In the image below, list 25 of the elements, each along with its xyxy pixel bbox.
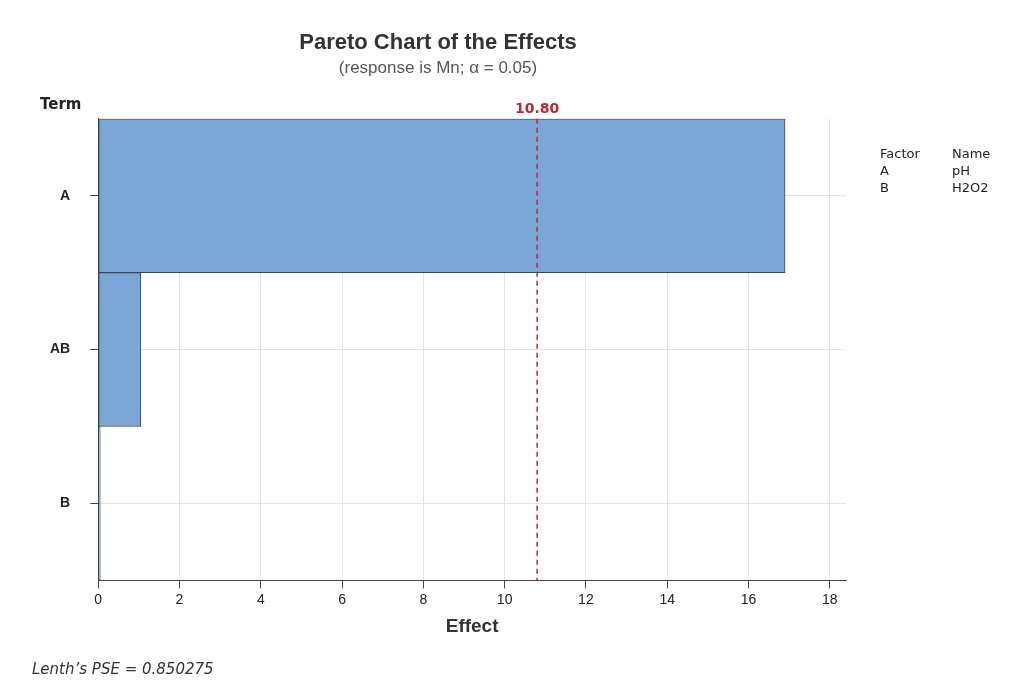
- x-tick-label: 6: [338, 590, 347, 607]
- x-tick-label: 4: [256, 590, 265, 607]
- y-tick-label: AB: [49, 340, 71, 357]
- text: A: [880, 162, 890, 179]
- x-tick-label: 2: [175, 590, 184, 607]
- y-axis-title: Term: [40, 95, 82, 114]
- x-axis-title: Effect: [445, 614, 500, 636]
- text: pH: [952, 162, 972, 179]
- text: Name: [952, 145, 992, 162]
- chart-title: Pareto Chart of the Effects: [299, 29, 577, 55]
- x-tick-label: 16: [740, 590, 757, 607]
- x-tick-label: 0: [94, 590, 103, 607]
- x-tick-label: 12: [578, 590, 594, 607]
- x-tick-label: 10: [496, 590, 513, 607]
- x-tick-label: 8: [419, 590, 428, 607]
- chart-subtitle: (response is Mn; α = 0.05): [338, 58, 538, 78]
- y-tick-label: A: [60, 186, 71, 203]
- x-tick-label: 14: [659, 590, 676, 607]
- text: Lenth’s PSE = 0.850275: [32, 660, 214, 678]
- text: Factor: [880, 145, 921, 162]
- ref-line-label: 10.80: [514, 100, 560, 117]
- x-tick-label: 18: [821, 590, 838, 607]
- text: B: [880, 179, 890, 196]
- text: H2O2: [952, 179, 990, 196]
- y-tick-label: B: [60, 494, 71, 511]
